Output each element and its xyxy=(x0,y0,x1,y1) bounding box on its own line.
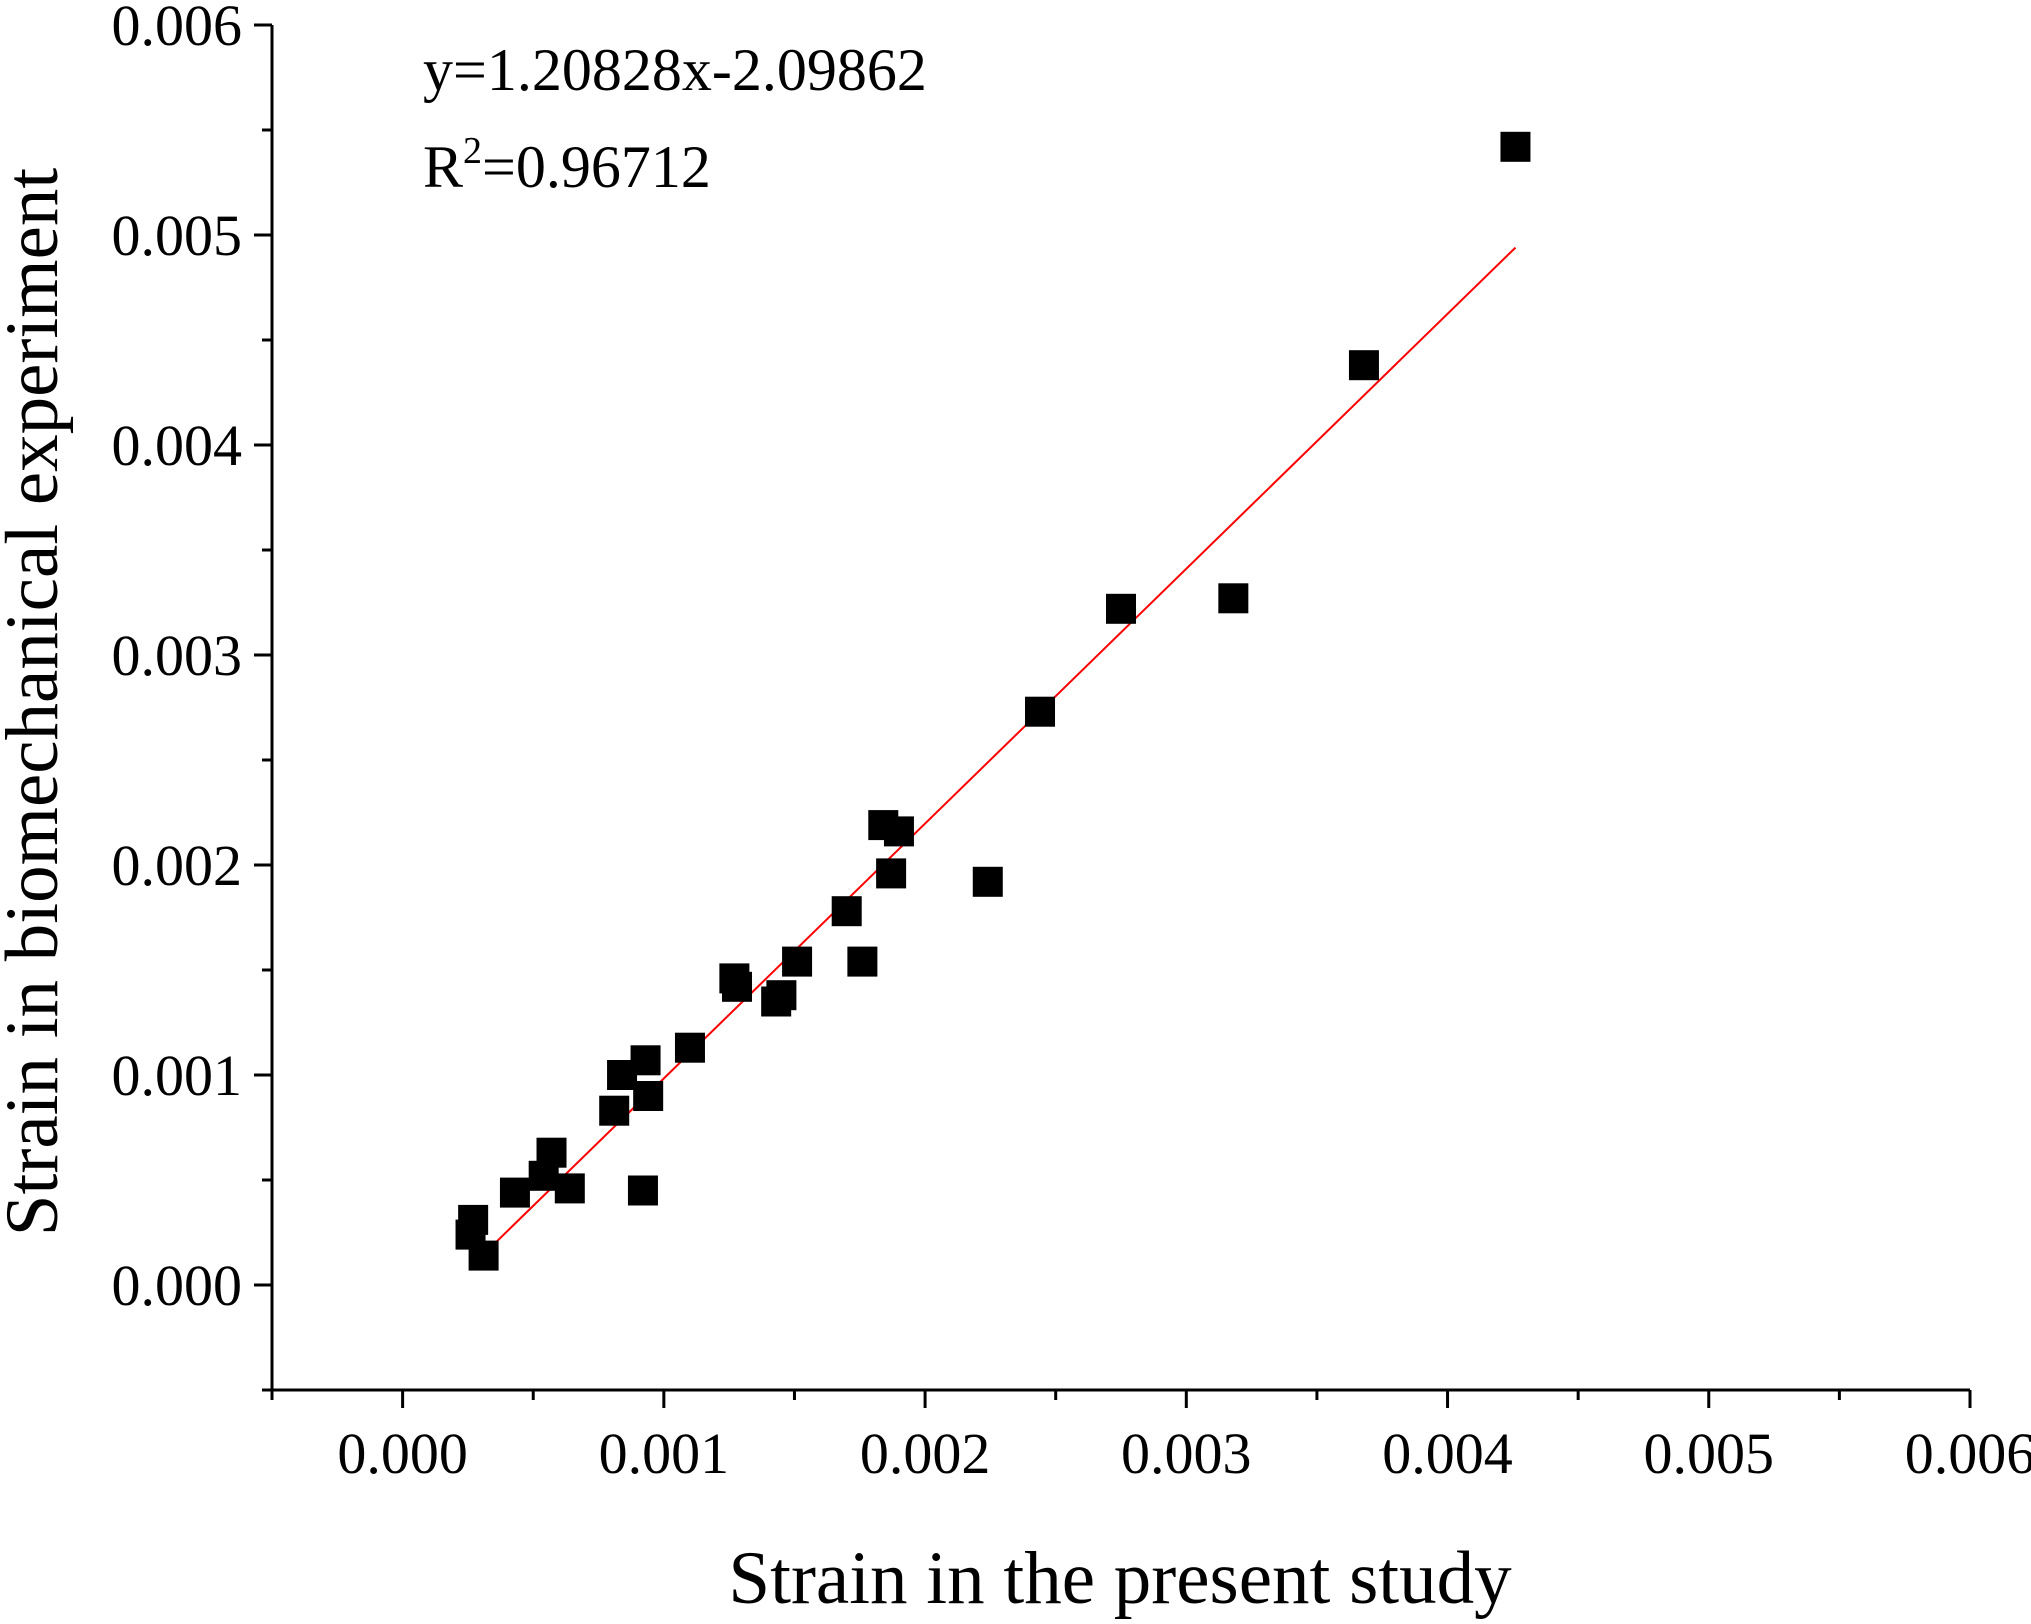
r-squared-label: R2=0.96712 xyxy=(423,130,711,200)
data-points xyxy=(455,131,1531,1271)
y-axis-title: Strain in biomechanical experiment xyxy=(0,168,74,1237)
x-tick-label: 0.002 xyxy=(860,1421,991,1486)
regression-equation: y=1.20828x-2.09862 xyxy=(423,37,927,103)
r-squared-prefix: R xyxy=(423,134,463,200)
data-point xyxy=(528,1160,559,1191)
x-tick-label: 0.004 xyxy=(1382,1421,1513,1486)
data-point xyxy=(1106,593,1136,624)
data-point xyxy=(1500,131,1531,162)
data-point xyxy=(1025,696,1056,727)
x-tick-label: 0.001 xyxy=(599,1421,730,1486)
y-tick-label: 0.002 xyxy=(112,833,243,898)
data-point xyxy=(627,1175,658,1206)
y-tick-label: 0.001 xyxy=(112,1043,243,1108)
y-tick-label: 0.005 xyxy=(112,203,243,268)
y-tick-label: 0.006 xyxy=(112,0,243,58)
x-tick-label: 0.000 xyxy=(337,1421,468,1486)
data-point xyxy=(782,946,813,977)
y-tick-label: 0.004 xyxy=(112,413,243,478)
data-point xyxy=(831,896,862,927)
x-tick-label: 0.003 xyxy=(1121,1421,1252,1486)
data-point xyxy=(883,816,914,847)
data-point xyxy=(876,858,907,889)
data-point xyxy=(468,1240,499,1271)
data-point xyxy=(599,1095,630,1126)
data-point xyxy=(1218,583,1249,614)
data-point xyxy=(554,1173,585,1204)
data-point xyxy=(499,1177,530,1208)
y-tick-label: 0.003 xyxy=(112,623,243,688)
x-tick-label: 0.005 xyxy=(1644,1421,1775,1486)
data-point xyxy=(761,986,792,1017)
data-point xyxy=(972,866,1003,897)
data-point xyxy=(633,1081,664,1111)
data-point xyxy=(674,1032,705,1063)
r-squared-superscript: 2 xyxy=(463,130,482,172)
r-squared-value: =0.96712 xyxy=(482,134,711,200)
data-point xyxy=(607,1060,638,1090)
axes: 0.000 0.001 0.002 0.003 0.004 0.005 0.006 0.000… xyxy=(112,0,2031,1486)
data-point xyxy=(1348,350,1379,381)
data-point xyxy=(721,971,752,1002)
data-point xyxy=(847,946,878,977)
x-axis-title: Strain in the present study xyxy=(728,1537,1512,1620)
x-tick-label: 0.006 xyxy=(1905,1421,2031,1486)
y-tick-label: 0.000 xyxy=(112,1253,243,1318)
